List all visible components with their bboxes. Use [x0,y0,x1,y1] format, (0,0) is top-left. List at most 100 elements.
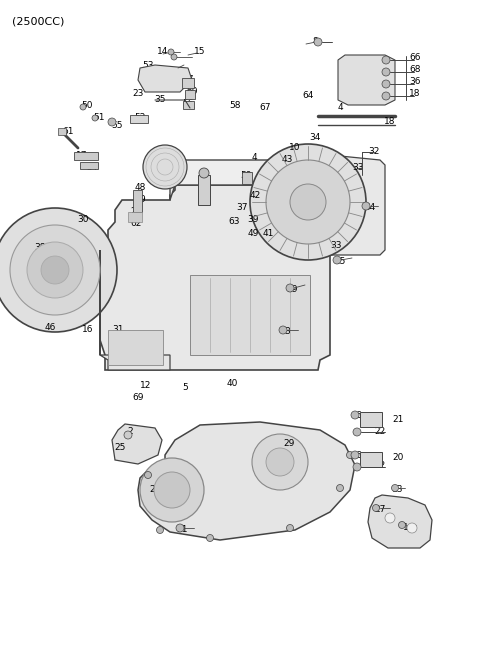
Text: 60: 60 [186,88,198,96]
Circle shape [0,208,117,332]
Text: 17: 17 [76,151,88,160]
Text: 22: 22 [374,428,385,436]
Text: 64: 64 [302,90,314,100]
Circle shape [351,411,359,419]
Circle shape [398,521,406,529]
Circle shape [372,504,380,512]
Polygon shape [190,275,310,355]
Circle shape [290,184,326,220]
Circle shape [266,160,350,244]
Circle shape [80,104,86,110]
Text: 18: 18 [384,117,396,126]
Text: 31: 31 [112,326,124,335]
Circle shape [385,513,395,523]
Circle shape [10,225,100,315]
Text: 32: 32 [368,147,380,157]
Text: 41: 41 [262,229,274,238]
Text: 9: 9 [139,195,145,204]
Text: 36: 36 [409,77,421,86]
Bar [183,101,194,109]
Text: 62: 62 [130,219,142,229]
Circle shape [206,534,214,542]
Polygon shape [100,185,330,370]
Text: 70: 70 [158,153,170,162]
Text: 8: 8 [312,37,318,47]
Text: 26: 26 [130,208,142,217]
Text: 6: 6 [355,451,361,460]
Bar [360,452,382,467]
Text: 45: 45 [334,257,346,267]
Circle shape [382,92,390,100]
Text: 5: 5 [182,383,188,392]
Text: 57: 57 [182,75,194,84]
Text: 14: 14 [157,48,168,56]
Circle shape [407,523,417,533]
Bar [128,212,142,222]
Circle shape [168,49,174,55]
Text: 67: 67 [259,103,271,113]
Circle shape [351,451,359,459]
Text: 43: 43 [281,155,293,164]
Text: 51: 51 [93,113,105,122]
Polygon shape [330,155,385,255]
Text: 61: 61 [62,128,74,136]
Circle shape [362,202,370,210]
Text: 3: 3 [284,328,290,337]
Text: 33: 33 [330,242,342,250]
Circle shape [154,472,190,508]
Circle shape [266,448,294,476]
Text: 54: 54 [86,162,98,172]
Circle shape [353,463,361,471]
Circle shape [333,256,341,264]
Text: 33: 33 [352,164,364,172]
Circle shape [92,115,98,121]
Polygon shape [138,65,192,92]
Bar [74,152,98,160]
Text: 23: 23 [132,88,144,98]
Polygon shape [368,495,432,548]
Bar [108,330,163,365]
Circle shape [279,326,287,334]
Text: 40: 40 [226,379,238,388]
Text: 56: 56 [182,100,194,109]
Bar [58,128,66,135]
Text: 6: 6 [355,411,361,419]
Circle shape [250,144,366,260]
Text: 58: 58 [229,100,241,109]
Text: 63: 63 [228,217,240,227]
Text: 29: 29 [283,440,295,449]
Text: 34: 34 [309,134,321,143]
Text: 52: 52 [134,113,146,122]
Polygon shape [112,424,162,464]
Text: 12: 12 [140,381,152,390]
Text: 25: 25 [114,443,126,453]
Text: 18: 18 [409,90,421,98]
Text: 37: 37 [236,204,248,212]
Text: 21: 21 [392,415,404,424]
Text: 49: 49 [247,229,259,238]
Circle shape [171,54,177,60]
Text: 13: 13 [392,485,404,495]
Circle shape [144,472,152,479]
Text: 53: 53 [142,60,154,69]
Text: 19: 19 [287,286,299,295]
Text: 59: 59 [240,172,252,181]
Circle shape [287,525,293,531]
Circle shape [382,80,390,88]
Bar [182,78,194,88]
Circle shape [27,242,83,298]
Text: 4: 4 [251,153,257,162]
Polygon shape [138,422,355,540]
Circle shape [252,434,308,490]
Polygon shape [338,55,395,105]
Bar [242,172,252,184]
Text: 44: 44 [364,204,376,212]
Circle shape [353,428,361,436]
Circle shape [286,284,294,292]
Text: 68: 68 [409,66,421,75]
Circle shape [392,485,398,491]
Circle shape [347,451,353,458]
Text: 30: 30 [77,215,89,225]
Circle shape [143,145,187,189]
Text: (2500CC): (2500CC) [12,16,64,26]
